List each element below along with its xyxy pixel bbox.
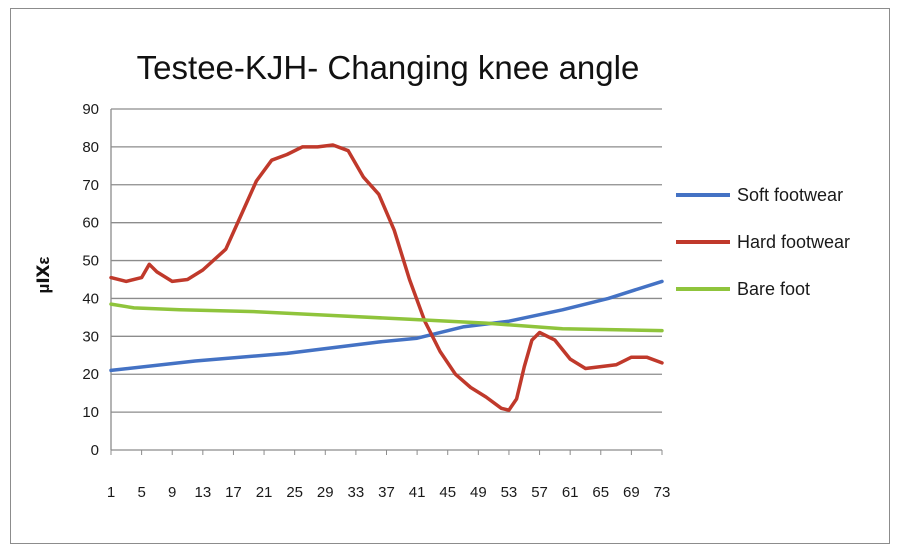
x-tick-label: 53 <box>501 484 518 501</box>
y-tick-label: 60 <box>82 215 99 232</box>
x-tick-label: 9 <box>168 484 176 501</box>
y-tick-label: 0 <box>91 442 99 459</box>
chart-title: Testee-KJH- Changing knee angle <box>137 49 640 86</box>
x-tick-label: 49 <box>470 484 487 501</box>
y-tick-label: 10 <box>82 404 99 421</box>
x-tick-label: 13 <box>194 484 211 501</box>
chart-frame <box>10 8 890 544</box>
x-tick-label: 57 <box>531 484 548 501</box>
x-tick-label: 37 <box>378 484 395 501</box>
x-tick-label: 41 <box>409 484 426 501</box>
x-tick-label: 25 <box>286 484 303 501</box>
y-tick-label: 70 <box>82 177 99 194</box>
x-tick-label: 17 <box>225 484 242 501</box>
x-tick-label: 33 <box>348 484 365 501</box>
legend: Soft footwear Hard footwear Bare foot <box>676 185 850 299</box>
legend-label: Soft footwear <box>737 185 843 205</box>
y-tick-label: 20 <box>82 366 99 383</box>
legend-label: Hard footwear <box>737 232 850 252</box>
y-tick-label: 50 <box>82 253 99 270</box>
y-tick-label: 90 <box>82 101 99 118</box>
y-tick-label: 30 <box>82 328 99 345</box>
x-tick-label: 69 <box>623 484 640 501</box>
y-tick-labels: 0 10 20 30 40 50 60 70 80 90 <box>82 101 99 459</box>
x-tick-labels: 1 5 9 13 17 21 25 29 33 37 41 45 49 53 57 61 65 69 73 <box>107 484 671 501</box>
x-tick-label: 5 <box>137 484 145 501</box>
y-axis-label: µⅨε <box>34 257 53 294</box>
axes <box>110 109 663 455</box>
x-tick-label: 73 <box>654 484 671 501</box>
x-tick-label: 65 <box>592 484 609 501</box>
x-tick-label: 21 <box>256 484 273 501</box>
gridlines <box>111 108 662 413</box>
series-lines <box>109 143 664 412</box>
y-tick-label: 80 <box>82 139 99 156</box>
x-tick-label: 1 <box>107 484 115 501</box>
series-line-hard-footwear <box>109 143 664 412</box>
x-tick-label: 61 <box>562 484 579 501</box>
series-line-bare-foot <box>109 302 664 333</box>
x-tick-label: 29 <box>317 484 334 501</box>
series-line-soft-footwear <box>109 279 664 373</box>
y-tick-label: 40 <box>82 290 99 307</box>
legend-label: Bare foot <box>737 279 810 299</box>
x-tick-label: 45 <box>439 484 456 501</box>
